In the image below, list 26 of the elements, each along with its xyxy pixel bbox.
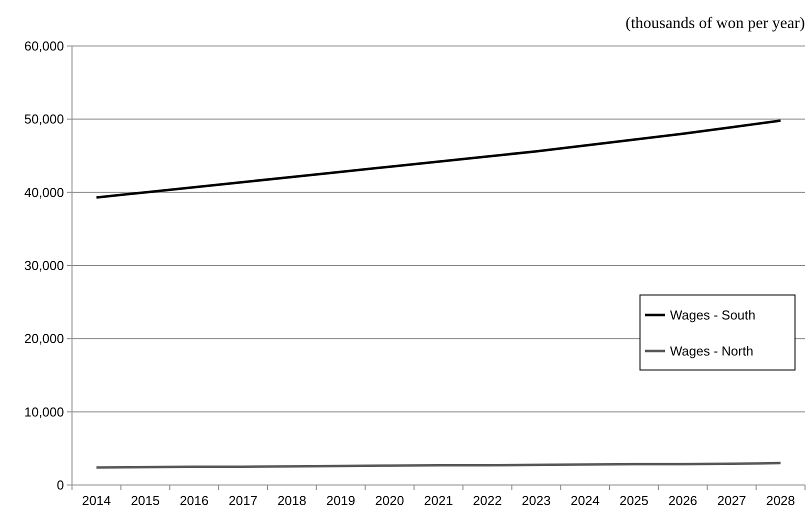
x-tick-label: 2015 xyxy=(130,493,160,508)
x-tick-label: 2026 xyxy=(668,493,698,508)
x-tick-label: 2027 xyxy=(717,493,746,508)
x-tick-label: 2014 xyxy=(82,493,111,508)
x-tick-label: 2016 xyxy=(180,493,209,508)
y-tick-label: 20,000 xyxy=(24,331,64,346)
x-tick-label: 2022 xyxy=(472,493,502,508)
y-tick-label: 40,000 xyxy=(24,184,64,200)
x-tick-label: 2021 xyxy=(424,493,453,508)
x-tick-label: 2018 xyxy=(277,493,306,508)
y-axis-title: (thousands of won per year) xyxy=(626,15,805,32)
y-tick-label: 30,000 xyxy=(24,258,64,274)
y-tick-label: 50,000 xyxy=(24,112,64,127)
x-tick-label: 2023 xyxy=(522,493,551,508)
x-tick-label: 2025 xyxy=(620,493,648,508)
x-tick-label: 2017 xyxy=(228,493,258,508)
x-tick-label: 2028 xyxy=(766,493,796,508)
legend-label: Wages - North xyxy=(670,344,754,359)
y-tick-label: 10,000 xyxy=(24,404,64,420)
line-series xyxy=(95,119,782,199)
x-tick-label: 2024 xyxy=(570,493,600,508)
legend-label: Wages - South xyxy=(670,308,756,323)
y-tick-label: 0 xyxy=(56,478,64,493)
x-tick-label: 2020 xyxy=(375,493,404,508)
x-tick-label: 2019 xyxy=(326,493,356,508)
y-tick-label: 60,000 xyxy=(24,38,64,54)
